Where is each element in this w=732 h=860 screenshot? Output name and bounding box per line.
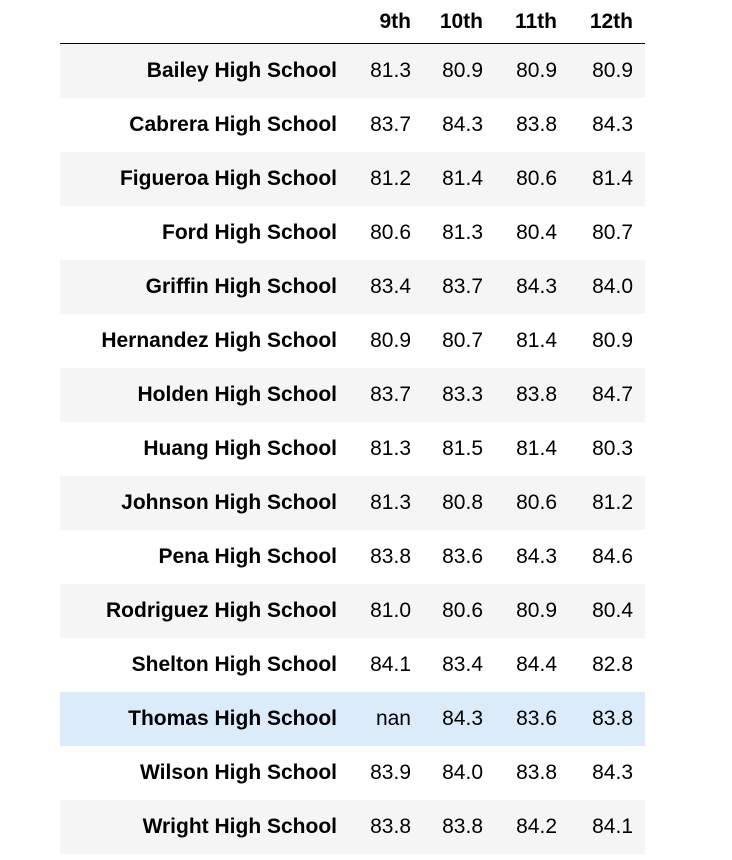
score-cell: 83.4 bbox=[370, 274, 411, 298]
score-cell: 80.6 bbox=[516, 166, 557, 190]
school-name: Bailey High School bbox=[146, 58, 337, 82]
score-cell: 80.9 bbox=[442, 58, 483, 82]
score-cell: 83.8 bbox=[370, 814, 411, 838]
score-cell: 83.8 bbox=[370, 544, 411, 568]
score-cell: 84.4 bbox=[516, 652, 557, 676]
score-cell: 84.6 bbox=[592, 544, 633, 568]
score-cell: 83.9 bbox=[370, 760, 411, 784]
school-name: Wright High School bbox=[142, 814, 337, 838]
score-cell: 80.6 bbox=[370, 220, 411, 244]
school-name: Thomas High School bbox=[128, 706, 337, 730]
table-row: Shelton High School 84.1 83.4 84.4 82.8 bbox=[60, 637, 645, 692]
school-name: Figueroa High School bbox=[119, 166, 337, 190]
table-row: Hernandez High School 80.9 80.7 81.4 80.… bbox=[60, 313, 645, 368]
table-row: Bailey High School 81.3 80.9 80.9 80.9 bbox=[60, 43, 645, 98]
header-row: 9th 10th 11th 12th bbox=[60, 0, 645, 44]
score-cell: 84.1 bbox=[370, 652, 411, 676]
score-cell: 80.8 bbox=[442, 490, 483, 514]
score-cell: 80.9 bbox=[516, 58, 557, 82]
table-row: Huang High School 81.3 81.5 81.4 80.3 bbox=[60, 421, 645, 476]
table-row: Wright High School 83.8 83.8 84.2 84.1 bbox=[60, 799, 645, 854]
score-cell: 83.7 bbox=[370, 382, 411, 406]
score-cell: 84.3 bbox=[592, 112, 633, 136]
score-cell: 80.6 bbox=[442, 598, 483, 622]
school-name: Cabrera High School bbox=[129, 112, 337, 136]
table-row-highlighted: Thomas High School nan 84.3 83.6 83.8 bbox=[60, 691, 645, 746]
score-cell: 81.4 bbox=[592, 166, 633, 190]
score-cell: 83.8 bbox=[592, 706, 633, 730]
table-row: Holden High School 83.7 83.3 83.8 84.7 bbox=[60, 367, 645, 422]
score-cell: 81.0 bbox=[370, 598, 411, 622]
score-cell: 81.4 bbox=[516, 436, 557, 460]
score-cell: 84.3 bbox=[442, 112, 483, 136]
school-name: Ford High School bbox=[162, 220, 337, 244]
score-cell: 84.3 bbox=[516, 274, 557, 298]
column-header-10th: 10th bbox=[423, 0, 495, 44]
score-cell: 80.9 bbox=[592, 328, 633, 352]
table-row: Johnson High School 81.3 80.8 80.6 81.2 bbox=[60, 475, 645, 530]
column-header-11th: 11th bbox=[495, 0, 569, 44]
score-cell: 80.7 bbox=[442, 328, 483, 352]
score-cell: 83.8 bbox=[442, 814, 483, 838]
school-name: Rodriguez High School bbox=[106, 598, 337, 622]
dataframe-output: 9th 10th 11th 12th Bailey High School 81… bbox=[60, 0, 645, 854]
score-cell: 82.8 bbox=[592, 652, 633, 676]
score-cell: 84.2 bbox=[516, 814, 557, 838]
score-cell: 84.3 bbox=[442, 706, 483, 730]
school-name: Holden High School bbox=[137, 382, 338, 406]
score-cell: 83.7 bbox=[370, 112, 411, 136]
table-row: Cabrera High School 83.7 84.3 83.8 84.3 bbox=[60, 97, 645, 152]
school-name: Griffin High School bbox=[145, 274, 337, 298]
school-name: Shelton High School bbox=[131, 652, 337, 676]
score-cell: 83.6 bbox=[442, 544, 483, 568]
table-row: Pena High School 83.8 83.6 84.3 84.6 bbox=[60, 529, 645, 584]
score-cell: 80.7 bbox=[592, 220, 633, 244]
score-cell: 81.5 bbox=[442, 436, 483, 460]
column-header-9th: 9th bbox=[349, 0, 423, 44]
school-name: Pena High School bbox=[158, 544, 337, 568]
table-row: Wilson High School 83.9 84.0 83.8 84.3 bbox=[60, 745, 645, 800]
score-cell: 83.8 bbox=[516, 760, 557, 784]
score-cell: 83.6 bbox=[516, 706, 557, 730]
score-cell: 80.4 bbox=[592, 598, 633, 622]
score-cell: 84.3 bbox=[516, 544, 557, 568]
score-cell: 83.7 bbox=[442, 274, 483, 298]
table-row: Ford High School 80.6 81.3 80.4 80.7 bbox=[60, 205, 645, 260]
grade-scores-table: 9th 10th 11th 12th Bailey High School 81… bbox=[60, 0, 645, 854]
score-cell: 83.4 bbox=[442, 652, 483, 676]
table-row: Rodriguez High School 81.0 80.6 80.9 80.… bbox=[60, 583, 645, 638]
score-cell: 80.9 bbox=[516, 598, 557, 622]
score-cell: 80.6 bbox=[516, 490, 557, 514]
table-row: Figueroa High School 81.2 81.4 80.6 81.4 bbox=[60, 151, 645, 206]
score-cell: 84.0 bbox=[592, 274, 633, 298]
score-cell: 83.8 bbox=[516, 112, 557, 136]
score-cell: 81.4 bbox=[516, 328, 557, 352]
school-name: Huang High School bbox=[143, 436, 337, 460]
score-cell: 81.3 bbox=[370, 58, 411, 82]
score-cell: 81.3 bbox=[370, 436, 411, 460]
school-name: Johnson High School bbox=[121, 490, 337, 514]
score-cell: 81.2 bbox=[592, 490, 633, 514]
score-cell: 80.4 bbox=[516, 220, 557, 244]
score-cell: 81.4 bbox=[442, 166, 483, 190]
score-cell: 84.1 bbox=[592, 814, 633, 838]
score-cell: 80.9 bbox=[370, 328, 411, 352]
score-cell: 83.8 bbox=[516, 382, 557, 406]
score-cell: nan bbox=[375, 706, 411, 730]
score-cell: 84.0 bbox=[442, 760, 483, 784]
score-cell: 81.2 bbox=[370, 166, 411, 190]
score-cell: 84.7 bbox=[592, 382, 633, 406]
column-header-12th: 12th bbox=[569, 0, 645, 44]
school-name: Hernandez High School bbox=[101, 328, 337, 352]
score-cell: 80.9 bbox=[592, 58, 633, 82]
score-cell: 81.3 bbox=[442, 220, 483, 244]
score-cell: 81.3 bbox=[370, 490, 411, 514]
school-name: Wilson High School bbox=[140, 760, 337, 784]
score-cell: 84.3 bbox=[592, 760, 633, 784]
index-header bbox=[60, 0, 349, 44]
score-cell: 83.3 bbox=[442, 382, 483, 406]
table-row: Griffin High School 83.4 83.7 84.3 84.0 bbox=[60, 259, 645, 314]
score-cell: 80.3 bbox=[592, 436, 633, 460]
